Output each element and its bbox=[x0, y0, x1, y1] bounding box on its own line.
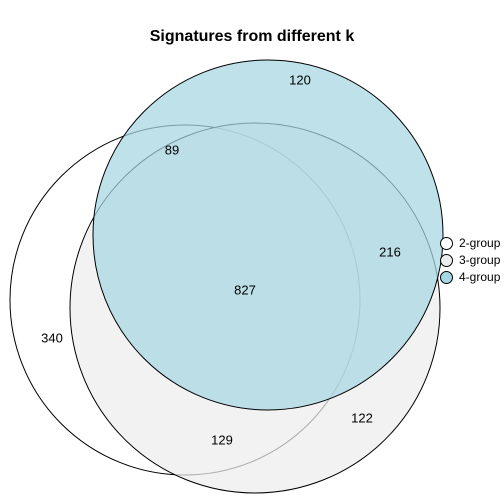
label-int-2-4: 89 bbox=[165, 143, 179, 158]
label-only-2: 340 bbox=[41, 331, 63, 346]
label-int-2-3: 129 bbox=[211, 433, 233, 448]
label-int-2-3-4: 827 bbox=[234, 283, 256, 298]
label-only-4: 120 bbox=[289, 73, 311, 88]
legend-item-4-group: 4-group bbox=[440, 270, 500, 284]
legend-label: 4-group bbox=[459, 270, 500, 284]
circle-4-group bbox=[93, 60, 443, 410]
legend-swatch bbox=[440, 237, 453, 250]
label-only-3: 122 bbox=[351, 411, 373, 426]
legend-label: 3-group bbox=[459, 253, 500, 267]
legend-swatch bbox=[440, 254, 453, 267]
legend: 2-group 3-group 4-group bbox=[440, 236, 500, 287]
legend-swatch bbox=[440, 271, 453, 284]
legend-label: 2-group bbox=[459, 236, 500, 250]
venn-diagram bbox=[0, 0, 504, 504]
label-int-3-4: 216 bbox=[379, 245, 401, 260]
legend-item-2-group: 2-group bbox=[440, 236, 500, 250]
legend-item-3-group: 3-group bbox=[440, 253, 500, 267]
